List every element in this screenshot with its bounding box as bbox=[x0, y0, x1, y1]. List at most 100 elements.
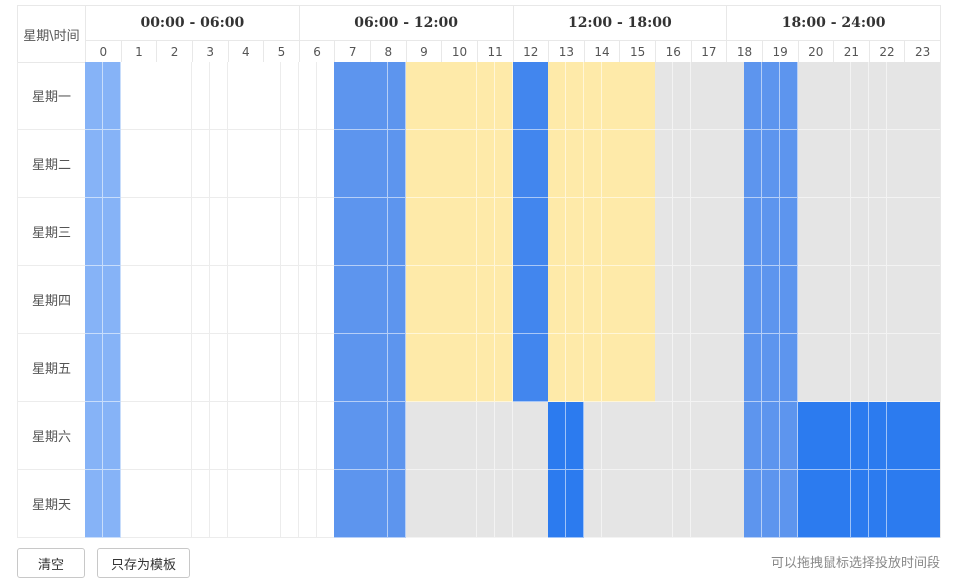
time-slot[interactable] bbox=[690, 198, 709, 266]
time-slot[interactable] bbox=[815, 402, 834, 470]
time-slot[interactable] bbox=[245, 198, 264, 266]
time-slot[interactable] bbox=[352, 198, 371, 266]
time-slot[interactable] bbox=[797, 266, 816, 334]
time-slot[interactable] bbox=[565, 470, 585, 538]
time-slot[interactable] bbox=[761, 334, 781, 402]
time-slot[interactable] bbox=[370, 62, 389, 130]
time-slot[interactable] bbox=[779, 266, 798, 334]
time-slot[interactable] bbox=[459, 334, 478, 402]
time-slot[interactable] bbox=[512, 402, 531, 470]
time-slot[interactable] bbox=[744, 402, 763, 470]
time-slot[interactable] bbox=[708, 130, 727, 198]
time-slot[interactable] bbox=[120, 130, 139, 198]
time-slot[interactable] bbox=[370, 402, 389, 470]
time-slot[interactable] bbox=[886, 130, 905, 198]
time-slot[interactable] bbox=[779, 470, 798, 538]
time-slot[interactable] bbox=[494, 130, 513, 198]
time-slot[interactable] bbox=[174, 402, 193, 470]
time-slot[interactable] bbox=[512, 266, 531, 334]
time-slot[interactable] bbox=[298, 198, 318, 266]
time-slot[interactable] bbox=[655, 470, 674, 538]
time-slot[interactable] bbox=[904, 470, 923, 538]
time-slot[interactable] bbox=[868, 470, 888, 538]
time-slot[interactable] bbox=[761, 198, 781, 266]
time-slot[interactable] bbox=[334, 334, 353, 402]
time-slot[interactable] bbox=[227, 402, 246, 470]
time-slot[interactable] bbox=[280, 402, 300, 470]
time-slot[interactable] bbox=[352, 266, 371, 334]
time-slot[interactable] bbox=[85, 334, 104, 402]
button[interactable]: 清空 bbox=[17, 548, 85, 578]
time-slot[interactable] bbox=[209, 402, 228, 470]
time-slot[interactable] bbox=[174, 470, 193, 538]
time-slot[interactable] bbox=[102, 198, 122, 266]
time-slot[interactable] bbox=[316, 402, 335, 470]
time-slot[interactable] bbox=[850, 62, 870, 130]
time-slot[interactable] bbox=[316, 62, 335, 130]
time-slot[interactable] bbox=[138, 198, 157, 266]
time-slot[interactable] bbox=[619, 62, 638, 130]
time-slot[interactable] bbox=[512, 198, 531, 266]
time-slot[interactable] bbox=[583, 62, 603, 130]
time-slot[interactable] bbox=[601, 334, 620, 402]
time-slot[interactable] bbox=[494, 198, 513, 266]
time-slot[interactable] bbox=[263, 62, 282, 130]
time-slot[interactable] bbox=[548, 130, 567, 198]
time-slot[interactable] bbox=[352, 334, 371, 402]
time-slot[interactable] bbox=[690, 130, 709, 198]
time-slot[interactable] bbox=[352, 130, 371, 198]
time-slot[interactable] bbox=[191, 198, 211, 266]
time-slot[interactable] bbox=[637, 198, 656, 266]
time-slot[interactable] bbox=[441, 130, 460, 198]
time-slot[interactable] bbox=[672, 334, 692, 402]
time-slot[interactable] bbox=[565, 62, 585, 130]
time-slot[interactable] bbox=[601, 266, 620, 334]
time-slot[interactable] bbox=[423, 334, 442, 402]
time-slot[interactable] bbox=[797, 198, 816, 266]
time-slot[interactable] bbox=[120, 266, 139, 334]
time-slot[interactable] bbox=[761, 470, 781, 538]
time-slot[interactable] bbox=[922, 334, 941, 402]
time-slot[interactable] bbox=[156, 470, 175, 538]
time-slot[interactable] bbox=[209, 334, 228, 402]
time-slot[interactable] bbox=[441, 198, 460, 266]
time-slot[interactable] bbox=[815, 62, 834, 130]
time-slot[interactable] bbox=[619, 130, 638, 198]
time-slot[interactable] bbox=[334, 402, 353, 470]
time-slot[interactable] bbox=[245, 266, 264, 334]
time-slot[interactable] bbox=[726, 470, 745, 538]
time-slot[interactable] bbox=[227, 130, 246, 198]
time-slot[interactable] bbox=[138, 62, 157, 130]
time-slot[interactable] bbox=[726, 130, 745, 198]
time-slot[interactable] bbox=[459, 130, 478, 198]
time-slot[interactable] bbox=[102, 62, 122, 130]
time-slot[interactable] bbox=[637, 470, 656, 538]
time-slot[interactable] bbox=[797, 62, 816, 130]
time-slot[interactable] bbox=[245, 62, 264, 130]
time-slot[interactable] bbox=[619, 470, 638, 538]
time-slot[interactable] bbox=[476, 198, 496, 266]
time-slot[interactable] bbox=[459, 402, 478, 470]
time-slot[interactable] bbox=[850, 266, 870, 334]
button[interactable]: 只存为模板 bbox=[97, 548, 190, 578]
time-slot[interactable] bbox=[174, 130, 193, 198]
time-slot[interactable] bbox=[209, 130, 228, 198]
time-slot[interactable] bbox=[370, 470, 389, 538]
time-slot[interactable] bbox=[263, 402, 282, 470]
time-slot[interactable] bbox=[690, 334, 709, 402]
time-slot[interactable] bbox=[387, 130, 407, 198]
time-slot[interactable] bbox=[655, 266, 674, 334]
time-slot[interactable] bbox=[174, 266, 193, 334]
time-slot[interactable] bbox=[174, 198, 193, 266]
time-slot[interactable] bbox=[601, 470, 620, 538]
time-slot[interactable] bbox=[280, 198, 300, 266]
time-slot[interactable] bbox=[922, 62, 941, 130]
time-slot[interactable] bbox=[922, 402, 941, 470]
time-slot[interactable] bbox=[156, 62, 175, 130]
time-slot[interactable] bbox=[868, 62, 888, 130]
time-slot[interactable] bbox=[815, 130, 834, 198]
time-slot[interactable] bbox=[494, 470, 513, 538]
time-slot[interactable] bbox=[370, 130, 389, 198]
time-slot[interactable] bbox=[209, 470, 228, 538]
time-slot[interactable] bbox=[85, 266, 104, 334]
